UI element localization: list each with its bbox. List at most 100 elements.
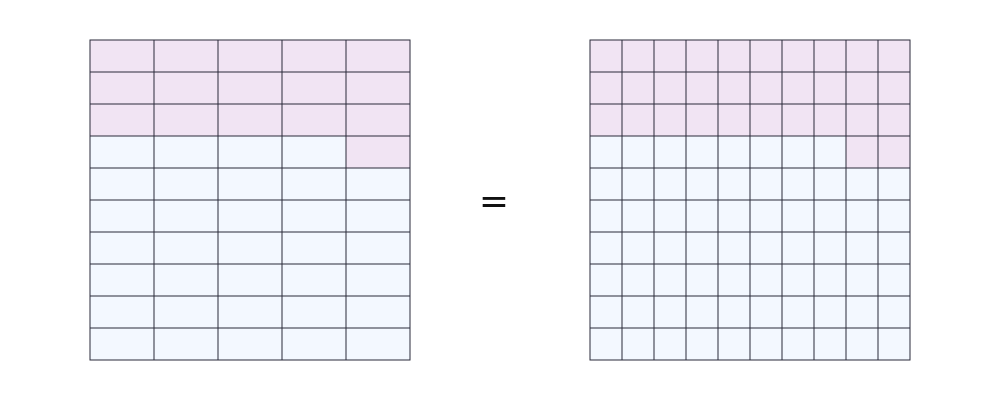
unshaded-cell: [217, 263, 283, 297]
unshaded-cell: [813, 327, 847, 361]
unshaded-cell: [153, 167, 219, 201]
unshaded-cell: [621, 167, 655, 201]
unshaded-cell: [717, 231, 751, 265]
unshaded-cell: [345, 167, 411, 201]
shaded-cell: [345, 71, 411, 105]
shaded-cell: [217, 103, 283, 137]
unshaded-cell: [877, 295, 911, 329]
unshaded-cell: [653, 135, 687, 169]
shaded-cell: [153, 71, 219, 105]
unshaded-cell: [153, 263, 219, 297]
shaded-cell: [345, 103, 411, 137]
unshaded-cell: [813, 167, 847, 201]
unshaded-cell: [749, 327, 783, 361]
unshaded-cell: [89, 167, 155, 201]
shaded-cell: [345, 39, 411, 73]
unshaded-cell: [653, 295, 687, 329]
shaded-cell: [89, 103, 155, 137]
unshaded-cell: [877, 199, 911, 233]
unshaded-cell: [621, 295, 655, 329]
unshaded-cell: [217, 135, 283, 169]
left-grid: [89, 39, 411, 361]
unshaded-cell: [845, 199, 879, 233]
unshaded-cell: [89, 327, 155, 361]
unshaded-cell: [653, 263, 687, 297]
unshaded-cell: [685, 231, 719, 265]
unshaded-cell: [281, 295, 347, 329]
unshaded-cell: [685, 135, 719, 169]
shaded-cell: [749, 71, 783, 105]
unshaded-cell: [281, 263, 347, 297]
unshaded-cell: [749, 263, 783, 297]
unshaded-cell: [153, 231, 219, 265]
unshaded-cell: [217, 327, 283, 361]
shaded-cell: [717, 71, 751, 105]
shaded-cell: [877, 71, 911, 105]
unshaded-cell: [877, 327, 911, 361]
unshaded-cell: [345, 263, 411, 297]
unshaded-cell: [345, 231, 411, 265]
unshaded-cell: [749, 295, 783, 329]
unshaded-cell: [653, 231, 687, 265]
unshaded-cell: [281, 135, 347, 169]
unshaded-cell: [845, 263, 879, 297]
unshaded-cell: [589, 167, 623, 201]
unshaded-cell: [749, 231, 783, 265]
unshaded-cell: [781, 167, 815, 201]
unshaded-cell: [685, 327, 719, 361]
shaded-cell: [153, 103, 219, 137]
shaded-cell: [717, 103, 751, 137]
unshaded-cell: [685, 199, 719, 233]
unshaded-cell: [845, 167, 879, 201]
unshaded-cell: [877, 167, 911, 201]
unshaded-cell: [621, 231, 655, 265]
unshaded-cell: [281, 167, 347, 201]
unshaded-cell: [813, 295, 847, 329]
unshaded-cell: [749, 167, 783, 201]
unshaded-cell: [845, 231, 879, 265]
unshaded-cell: [217, 167, 283, 201]
unshaded-cell: [781, 327, 815, 361]
unshaded-cell: [89, 135, 155, 169]
unshaded-cell: [589, 199, 623, 233]
shaded-cell: [153, 39, 219, 73]
unshaded-cell: [153, 135, 219, 169]
unshaded-cell: [781, 231, 815, 265]
shaded-cell: [845, 71, 879, 105]
shaded-cell: [877, 39, 911, 73]
equals-sign: =: [479, 181, 509, 222]
unshaded-cell: [153, 295, 219, 329]
unshaded-cell: [685, 295, 719, 329]
right-grid: [589, 39, 911, 361]
unshaded-cell: [781, 295, 815, 329]
shaded-cell: [781, 71, 815, 105]
unshaded-cell: [653, 327, 687, 361]
shaded-cell: [653, 39, 687, 73]
shaded-cell: [281, 71, 347, 105]
unshaded-cell: [217, 231, 283, 265]
unshaded-cell: [589, 263, 623, 297]
unshaded-cell: [621, 135, 655, 169]
unshaded-cell: [89, 231, 155, 265]
shaded-cell: [781, 39, 815, 73]
unshaded-cell: [717, 167, 751, 201]
shaded-cell: [845, 39, 879, 73]
unshaded-cell: [717, 135, 751, 169]
unshaded-cell: [877, 231, 911, 265]
unshaded-cell: [717, 327, 751, 361]
unshaded-cell: [813, 231, 847, 265]
unshaded-cell: [749, 135, 783, 169]
shaded-cell: [217, 71, 283, 105]
unshaded-cell: [653, 167, 687, 201]
unshaded-cell: [717, 295, 751, 329]
unshaded-cell: [217, 199, 283, 233]
unshaded-cell: [813, 263, 847, 297]
unshaded-cell: [345, 327, 411, 361]
shaded-cell: [749, 39, 783, 73]
shaded-cell: [685, 71, 719, 105]
unshaded-cell: [621, 327, 655, 361]
unshaded-cell: [717, 199, 751, 233]
unshaded-cell: [345, 295, 411, 329]
shaded-cell: [345, 135, 411, 169]
